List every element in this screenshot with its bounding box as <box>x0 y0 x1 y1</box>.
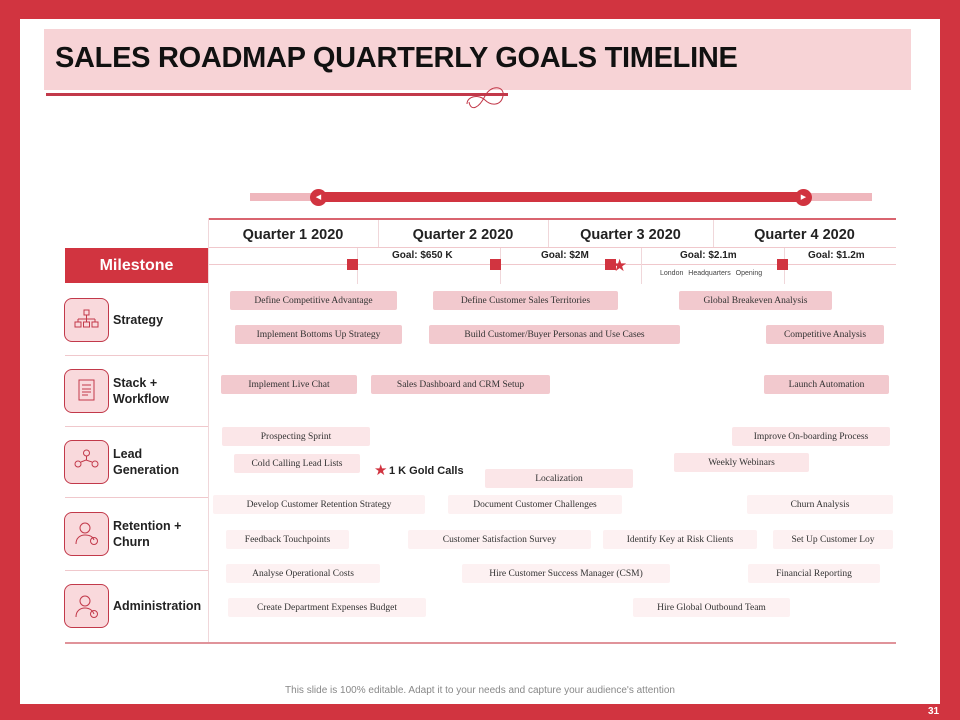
row-divider <box>65 642 896 644</box>
row-label-strategy: Strategy <box>113 313 164 327</box>
task-pill[interactable]: Implement Live Chat <box>221 375 357 394</box>
divider <box>208 218 896 220</box>
task-pill[interactable]: Analyse Operational Costs <box>226 564 380 583</box>
divider <box>548 220 549 247</box>
goal-q4: Goal: $1.2m <box>808 250 865 261</box>
quarter-2-header: Quarter 2 2020 <box>412 227 514 243</box>
row-label-retention-churn: Retention + Churn <box>113 519 182 549</box>
slider-left-handle[interactable]: ◀ <box>310 189 327 206</box>
task-pill[interactable]: Feedback Touchpoints <box>226 530 349 549</box>
row-label-administration: Administration <box>113 599 202 613</box>
divider <box>208 264 896 265</box>
divider <box>208 218 209 642</box>
divider <box>713 220 714 247</box>
task-pill[interactable]: Set Up Customer Loy <box>773 530 893 549</box>
task-pill[interactable]: Financial Reporting <box>748 564 880 583</box>
task-pill[interactable]: Create Department Expenses Budget <box>228 598 426 617</box>
task-pill[interactable]: Cold Calling Lead Lists <box>234 454 360 473</box>
footer-note: This slide is 100% editable. Adapt it to… <box>285 685 675 696</box>
task-pill[interactable]: Define Competitive Advantage <box>230 291 397 310</box>
divider <box>378 220 379 247</box>
divider <box>641 248 642 284</box>
task-pill[interactable]: Hire Customer Success Manager (CSM) <box>462 564 670 583</box>
document-list-icon <box>64 368 109 413</box>
milestone-marker <box>777 259 788 270</box>
slide <box>20 19 940 704</box>
task-pill[interactable]: Identify Key at Risk Clients <box>603 530 757 549</box>
timeline-slider-range[interactable] <box>318 192 804 202</box>
task-pill[interactable]: Launch Automation <box>764 375 889 394</box>
milestone-marker <box>347 259 358 270</box>
milestone-marker <box>490 259 501 270</box>
gold-calls-label: 1 K Gold Calls <box>389 465 464 477</box>
task-pill[interactable]: Localization <box>485 469 633 488</box>
star-icon: ★ <box>374 462 388 479</box>
task-pill[interactable]: Competitive Analysis <box>766 325 884 344</box>
title-underline <box>46 93 508 96</box>
page-title: SALES ROADMAP QUARTERLY GOALS TIMELINE <box>55 42 738 74</box>
task-pill[interactable]: Sales Dashboard and CRM Setup <box>371 375 550 394</box>
row-divider <box>65 497 208 498</box>
task-pill[interactable]: Churn Analysis <box>747 495 893 514</box>
goal-q2: Goal: $2M <box>541 250 589 261</box>
row-divider <box>65 426 208 427</box>
task-pill[interactable]: Improve On-boarding Process <box>732 427 890 446</box>
task-pill[interactable]: Implement Bottoms Up Strategy <box>235 325 402 344</box>
star-icon: ★ <box>612 256 628 275</box>
milestone-marker <box>605 259 616 270</box>
quarter-3-header: Quarter 3 2020 <box>580 227 681 243</box>
task-pill[interactable]: Develop Customer Retention Strategy <box>213 495 425 514</box>
row-divider <box>65 570 208 571</box>
task-pill[interactable]: Customer Satisfaction Survey <box>408 530 591 549</box>
person-money-icon <box>64 584 109 628</box>
milestone-header: Milestone <box>65 248 208 283</box>
task-pill[interactable]: Document Customer Challenges <box>448 495 622 514</box>
goal-q3: Goal: $2.1m <box>680 250 737 261</box>
page-number: 31 <box>928 706 940 717</box>
task-pill[interactable]: Hire Global Outbound Team <box>633 598 790 617</box>
quarter-4-header: Quarter 4 2020 <box>754 227 855 243</box>
quarter-1-header: Quarter 1 2020 <box>242 227 344 243</box>
row-divider <box>65 355 208 356</box>
row-label-lead-generation: Lead Generation <box>113 447 179 477</box>
title-band <box>44 29 911 90</box>
org-chart-icon <box>64 298 109 342</box>
task-pill[interactable]: Define Customer Sales Territories <box>433 291 618 310</box>
team-network-icon <box>64 439 109 484</box>
slider-right-handle[interactable]: ▶ <box>795 189 812 206</box>
goal-q1: Goal: $650 K <box>392 250 453 261</box>
row-label-stack-workflow: Stack + Workflow <box>113 376 170 406</box>
swirl-ornament-icon <box>466 87 504 109</box>
london-note: London Headquarters Opening <box>660 270 763 277</box>
task-pill[interactable]: Build Customer/Buyer Personas and Use Ca… <box>429 325 680 344</box>
task-pill[interactable]: Global Breakeven Analysis <box>679 291 832 310</box>
task-pill[interactable]: Prospecting Sprint <box>222 427 370 446</box>
task-pill[interactable]: Weekly Webinars <box>674 453 809 472</box>
divider <box>208 247 896 248</box>
person-add-icon <box>64 511 109 556</box>
